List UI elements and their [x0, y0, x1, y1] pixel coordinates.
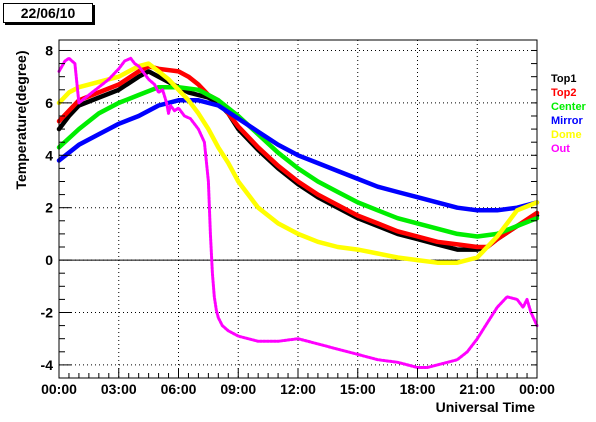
series-lines	[56, 56, 540, 369]
tick-marks	[58, 49, 538, 379]
x-axis-title: Universal Time	[436, 399, 536, 415]
x-tick-label: 09:00	[220, 381, 256, 397]
legend-entry-mirror: Mirror	[551, 115, 584, 127]
y-tick-label: 0	[45, 252, 53, 268]
y-tick-label: -2	[41, 304, 54, 320]
series-line-mirror	[56, 98, 540, 213]
legend-entry-center: Center	[551, 101, 587, 113]
series-line-out	[57, 56, 539, 369]
legend: Top1 Top2 Center Mirror Dome Out	[551, 73, 587, 155]
x-tick-label: 00:00	[41, 381, 77, 397]
x-tick-label: 00:00	[519, 381, 555, 397]
legend-entry-dome: Dome	[551, 129, 582, 141]
series-line-dome	[56, 61, 540, 265]
y-tick-label: 6	[45, 95, 53, 111]
y-tick-label: 4	[45, 147, 53, 163]
x-tick-label: 12:00	[280, 381, 316, 397]
x-tick-label: 06:00	[161, 381, 197, 397]
series-line-center	[56, 84, 540, 239]
legend-entry-top2: Top2	[551, 87, 576, 99]
tick-labels: 00:00 03:00 06:00 09:00 12:00 15:00 18:00 21:00…	[41, 42, 556, 397]
y-tick-label: -4	[41, 357, 54, 373]
y-tick-label: 2	[45, 200, 53, 216]
x-tick-label: 18:00	[400, 381, 436, 397]
y-axis-title: Temperature(degree)	[13, 50, 29, 189]
series-line-top2	[56, 63, 540, 250]
x-tick-label: 21:00	[459, 381, 495, 397]
x-tick-label: 15:00	[340, 381, 376, 397]
legend-entry-top1: Top1	[551, 73, 576, 85]
y-tick-label: 8	[45, 42, 53, 58]
date-label: 22/06/10	[3, 3, 93, 23]
legend-entry-out: Out	[551, 143, 570, 155]
x-tick-label: 03:00	[101, 381, 137, 397]
